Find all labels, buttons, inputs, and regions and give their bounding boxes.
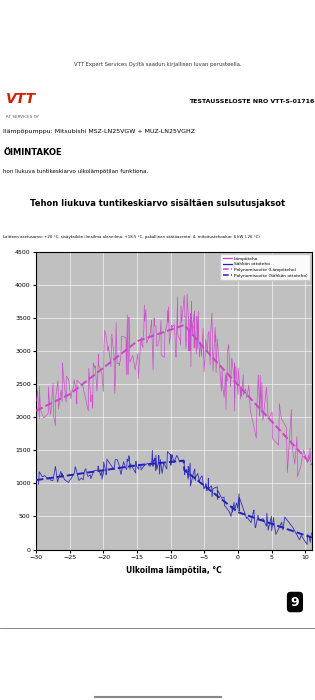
Text: Tehon liukuva tuntikeskiarvo sisältäen sulsutusjaksot: Tehon liukuva tuntikeskiarvo sisältäen s… <box>30 199 285 208</box>
Text: 💬: 💬 <box>202 20 208 29</box>
Text: T: T <box>181 640 187 650</box>
Text: ⊘: ⊘ <box>257 20 266 29</box>
Text: ⊡: ⊡ <box>232 640 240 650</box>
Text: ✎: ✎ <box>75 640 83 650</box>
Text: Highlight: Highlight <box>69 676 89 680</box>
Text: Fill & Sign: Fill & Sign <box>226 676 247 680</box>
Text: hon liukuva tuntikeskiarvo ulkolämpötilan funktiona.: hon liukuva tuntikeskiarvo ulkolämpötila… <box>3 169 148 174</box>
Text: Comment: Comment <box>16 676 37 680</box>
Text: 🔍: 🔍 <box>230 20 236 29</box>
Legend: Lämpöteho, Sähkön ottoteho, Polynomisovite (Lämpöteho), Polynomisovite (Sähkön o: Lämpöteho, Sähkön ottoteho, Polynomisovi… <box>220 254 310 280</box>
Text: ÖIMINTAKOE: ÖIMINTAKOE <box>3 148 62 158</box>
Text: 9: 9 <box>291 596 299 608</box>
Text: TESTAUSSELOSTE NRO VTT-S-01716-18: TESTAUSSELOSTE NRO VTT-S-01716-18 <box>189 99 315 104</box>
Text: Ilämpöpumppu: Mitsubishi MSZ-LN25VGW + MUZ-LN25VGHZ: Ilämpöpumppu: Mitsubishi MSZ-LN25VGW + M… <box>3 130 195 134</box>
Text: ←: ← <box>13 15 26 34</box>
Text: 🔔: 🔔 <box>170 20 176 29</box>
Text: ⊞: ⊞ <box>22 640 30 650</box>
Text: VTT Expert Services Oy:ltä saadun kirjallisen luvan perusteella.: VTT Expert Services Oy:ltä saadun kirjal… <box>74 62 241 67</box>
Text: Draw: Draw <box>126 676 137 680</box>
X-axis label: Ulkoilma lämpötila, °C: Ulkoilma lämpötila, °C <box>126 566 222 575</box>
Text: ↺: ↺ <box>127 640 135 650</box>
Text: Laitteen asetusarvo: +20 °C, sisäyksikön ilmailma alennilma: +18.5 °C, pakalline: Laitteen asetusarvo: +20 °C, sisäyksikön… <box>3 235 260 239</box>
Text: More tools: More tools <box>278 676 300 680</box>
Text: VTT: VTT <box>6 92 37 106</box>
Text: ⋮: ⋮ <box>285 20 295 29</box>
Text: ⣿: ⣿ <box>285 640 292 650</box>
Text: RT SERVICES OY: RT SERVICES OY <box>6 116 39 119</box>
Text: Text: Text <box>179 676 188 680</box>
